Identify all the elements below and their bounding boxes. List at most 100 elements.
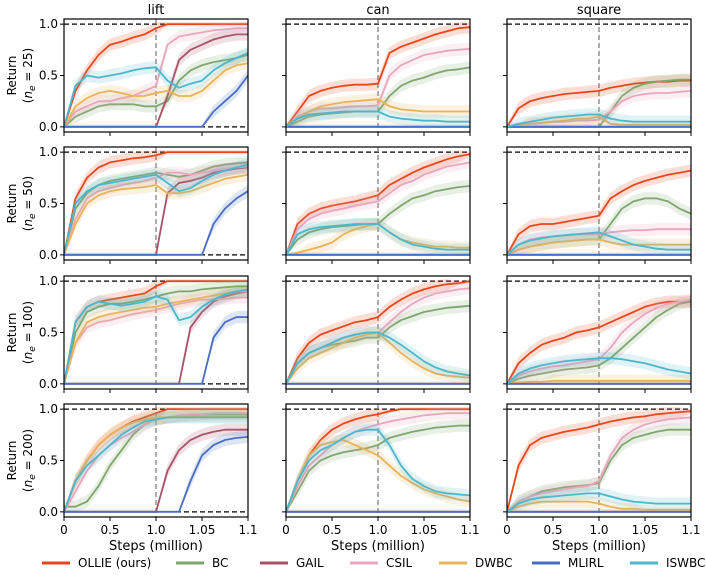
series-band-bc <box>64 48 248 127</box>
series-line-dwbc <box>64 415 248 513</box>
series-band-csil <box>286 407 470 512</box>
series-line-dwbc <box>507 238 691 256</box>
x-tick-label: 0 <box>60 523 68 537</box>
series-line-csil <box>507 298 691 385</box>
ne-value: = 100) <box>21 301 35 346</box>
series-line-csil <box>64 165 248 256</box>
series-group <box>64 407 248 513</box>
series-line-csil <box>286 412 470 513</box>
series-band-dwbc <box>286 217 470 255</box>
series-line-iswbc <box>507 492 691 513</box>
series-group <box>286 22 470 128</box>
series-band-dwbc <box>286 93 470 127</box>
ne-symbol: n <box>21 91 35 99</box>
ne-value: = 50) <box>21 176 35 214</box>
y-tick-label: 0.0 <box>39 505 58 519</box>
y-tick-label: 0.0 <box>39 248 58 262</box>
series-band-gail <box>64 423 248 512</box>
panel-can-ne50 <box>282 146 471 264</box>
series-line-dwbc <box>64 62 248 128</box>
y-tick-label: 0.0 <box>39 120 58 134</box>
x-tick-label: 1.1 <box>460 523 479 537</box>
panel-can-ne100 <box>282 275 471 393</box>
row-label-ne: (ne = 25) <box>21 48 38 103</box>
panel-lift-ne100: 0.0 0.5 1.0 <box>39 274 249 393</box>
row-label-25: Return(ne = 25) <box>5 48 38 103</box>
series-line-mlirl <box>64 316 248 385</box>
x-tick-label: 1.05 <box>189 523 216 537</box>
x-tick-label: 0.5 <box>100 523 119 537</box>
series-line-csil <box>64 296 248 385</box>
series-line-dwbc <box>64 290 248 385</box>
ne-value: = 25) <box>21 48 35 86</box>
series-line-dwbc <box>286 98 470 128</box>
x-tick-label: 1.0 <box>146 523 165 537</box>
row-label-return: Return <box>5 441 19 481</box>
legend-label: DWBC <box>475 556 513 570</box>
series-band-iswbc <box>507 226 691 255</box>
series-band-ollie-ours <box>507 74 691 127</box>
series-group <box>286 150 470 256</box>
ne-symbol: n <box>21 219 35 227</box>
series-line-ollie-ours <box>64 151 248 256</box>
series-band-bc <box>286 179 470 255</box>
y-tick-label: 0.5 <box>39 326 58 340</box>
series-group <box>507 73 691 128</box>
series-band-ollie-ours <box>286 22 470 127</box>
panel-lift-ne200: 0 0.5 1.0 1.05 1.1 0.0 0.5 1.0 Steps (million) <box>39 402 258 554</box>
series-group <box>507 407 691 513</box>
series-line-ollie-ours <box>286 280 470 385</box>
series-line-csil <box>507 228 691 256</box>
x-tick-label: 1.05 <box>411 523 438 537</box>
series-band-mlirl <box>64 430 248 512</box>
ne-symbol: n <box>21 352 35 360</box>
legend-item-bc: BC <box>176 556 228 570</box>
series-line-ollie-ours <box>286 26 470 128</box>
x-axis-label: Steps (million) <box>109 539 203 554</box>
x-tick-label: 0.5 <box>322 523 341 537</box>
series-band-csil <box>286 42 470 127</box>
y-tick-label: 0.5 <box>39 454 58 468</box>
series-line-csil <box>507 416 691 513</box>
series-band-csil <box>64 160 248 255</box>
series-band-iswbc <box>64 46 248 127</box>
series-line-dwbc <box>507 379 691 385</box>
series-line-dwbc <box>286 439 470 513</box>
series-band-dwbc <box>286 326 470 384</box>
series-band-bc <box>286 299 470 384</box>
series-band-csil <box>286 156 470 255</box>
series-line-bc <box>507 300 691 385</box>
series-line-ollie-ours <box>64 23 248 128</box>
series-band-ollie-ours <box>507 164 691 255</box>
panel-square-ne200: 0 0.5 1.0 1.05 1.1 Steps (million) <box>503 403 701 554</box>
legend-item-ollie-ours: OLLIE (ours) <box>42 556 151 570</box>
legend-label: GAIL <box>296 556 324 570</box>
series-line-iswbc <box>507 357 691 385</box>
legend-item-iswbc: ISWBC <box>630 556 705 570</box>
row-label-50: Return(ne = 50) <box>5 176 38 231</box>
series-group <box>286 279 470 385</box>
series-band-ollie-ours <box>64 279 248 384</box>
series-band-bc <box>286 419 470 512</box>
x-tick-label: 1.1 <box>681 523 700 537</box>
x-axis-label: Steps (million) <box>552 539 646 554</box>
series-line-mlirl <box>64 190 248 256</box>
series-band-csil <box>507 293 691 384</box>
ne-subscript: e <box>28 213 38 219</box>
legend-item-gail: GAIL <box>260 556 324 570</box>
series-line-csil <box>286 47 470 128</box>
series-line-mlirl <box>64 436 248 513</box>
series-group <box>64 279 248 385</box>
column-title-lift: lift <box>148 3 165 18</box>
series-line-dwbc <box>507 115 691 128</box>
ne-subscript: e <box>28 474 38 480</box>
legend-label: OLLIE (ours) <box>78 556 151 570</box>
series-line-bc <box>286 424 470 513</box>
y-tick-label: 0.0 <box>39 377 58 391</box>
y-tick-label: 1.0 <box>39 274 58 288</box>
series-band-bc <box>64 408 248 512</box>
x-tick-label: 1.0 <box>368 523 387 537</box>
series-line-bc <box>64 54 248 128</box>
panel-square-ne50 <box>503 146 692 264</box>
